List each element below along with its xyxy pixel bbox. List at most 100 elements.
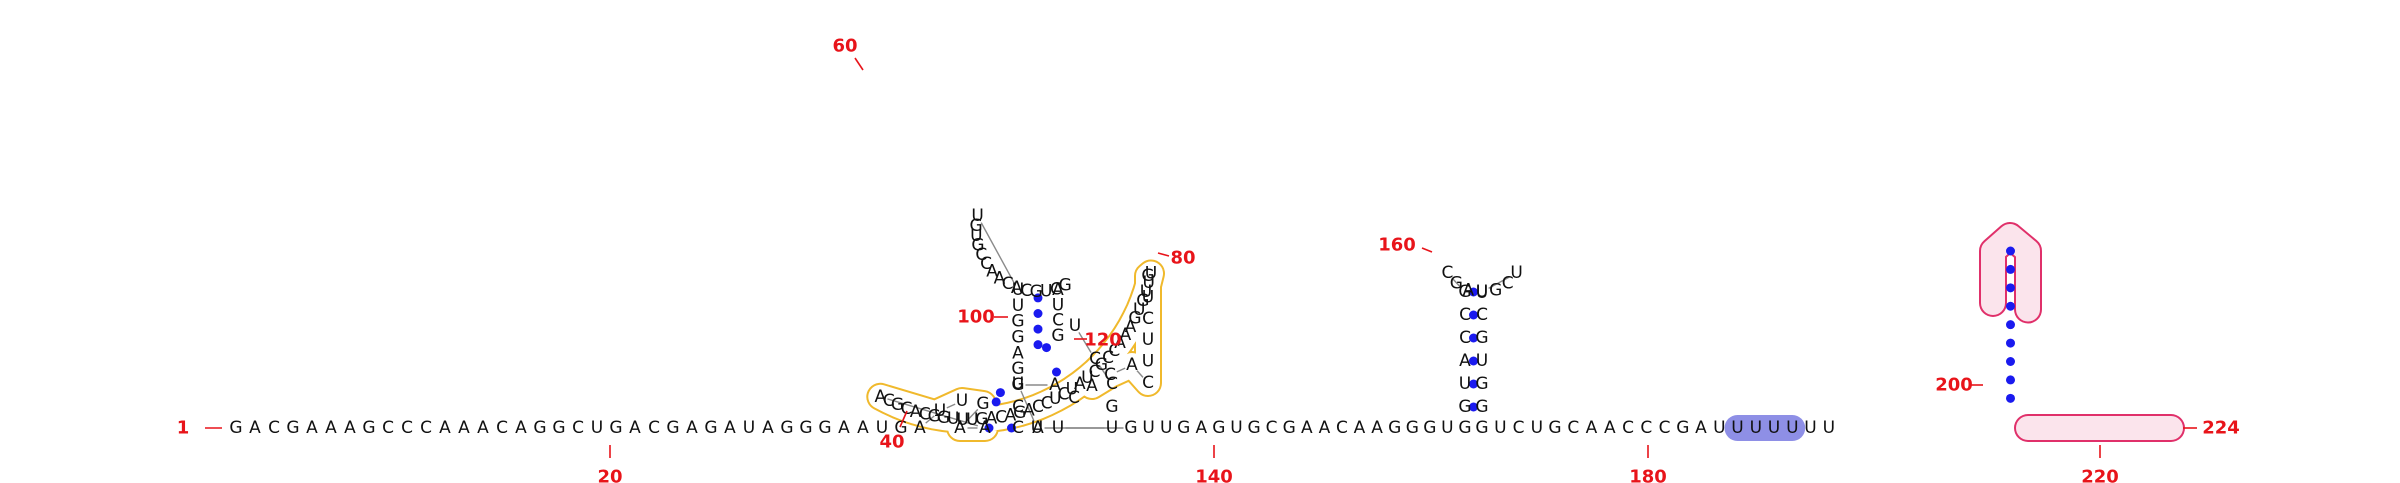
index-label: 20 bbox=[597, 467, 622, 483]
index-label: 1 bbox=[177, 418, 190, 439]
index-label: 200 bbox=[1935, 375, 1973, 396]
nucleotide: U bbox=[956, 410, 968, 430]
nucleotide: C bbox=[1052, 311, 1064, 331]
base-pair-dot bbox=[1469, 356, 1478, 366]
nucleotide: A bbox=[1586, 418, 1598, 438]
backbone-segment bbox=[925, 415, 935, 424]
nucleotide: U bbox=[1142, 418, 1154, 438]
base-pair-dot bbox=[2006, 375, 2015, 385]
nucleotide: G bbox=[1011, 328, 1024, 348]
nucleotide: C bbox=[1567, 418, 1579, 438]
nucleotide: A bbox=[1462, 281, 1474, 301]
nucleotide: C bbox=[1459, 328, 1471, 348]
nucleotide: G bbox=[666, 418, 679, 438]
backbone-segment bbox=[1136, 370, 1144, 378]
nucleotide: C bbox=[382, 418, 394, 438]
nucleotide: G bbox=[1423, 418, 1436, 438]
nucleotide: A bbox=[1005, 406, 1017, 426]
nucleotide: G bbox=[894, 418, 907, 438]
nucleotide: C bbox=[901, 399, 913, 419]
nucleotide: C bbox=[1266, 418, 1278, 438]
nucleotide: C bbox=[1502, 274, 1514, 294]
nucleotide: G bbox=[1212, 418, 1225, 438]
nucleotide: U bbox=[1040, 282, 1052, 302]
nucleotide: G bbox=[1011, 359, 1024, 379]
index-label: 180 bbox=[1629, 467, 1667, 483]
index-label: 140 bbox=[1195, 467, 1233, 483]
nucleotide: U bbox=[1510, 263, 1522, 283]
nucleotide: A bbox=[910, 402, 922, 422]
nucleotide: C bbox=[1089, 362, 1101, 382]
nucleotide: G bbox=[1059, 276, 1072, 296]
nucleotide: A bbox=[515, 418, 527, 438]
nucleotide: A bbox=[838, 418, 850, 438]
nucleotide: C bbox=[1041, 393, 1053, 413]
nucleotide: G bbox=[1030, 282, 1043, 302]
base-pair-dot bbox=[2006, 264, 2015, 274]
nucleotide: G bbox=[928, 407, 941, 427]
nucleotide: U bbox=[1731, 418, 1743, 438]
base-pair-dot bbox=[1042, 343, 1051, 353]
nucleotide: U bbox=[947, 409, 959, 429]
nucleotide: A bbox=[1114, 333, 1126, 353]
nucleotide: A bbox=[1125, 317, 1137, 337]
nucleotide: C bbox=[401, 418, 413, 438]
nucleotide: C bbox=[1106, 374, 1118, 394]
nucleotide: G bbox=[1475, 397, 1488, 417]
nucleotide: U bbox=[1049, 389, 1061, 409]
base-pair-dot bbox=[1007, 423, 1016, 433]
nucleotide: G bbox=[976, 394, 989, 414]
nucleotide: U bbox=[1160, 418, 1172, 438]
nucleotide: G bbox=[1388, 418, 1401, 438]
base-pair-dot bbox=[2006, 393, 2015, 403]
nucleotide: G bbox=[1051, 326, 1064, 346]
index-tick bbox=[1157, 252, 1170, 257]
nucleotide: C bbox=[1142, 309, 1154, 329]
highlight-region-pink-fill bbox=[1981, 224, 2183, 440]
nucleotide: G bbox=[1283, 418, 1296, 438]
nucleotide: G bbox=[1458, 418, 1471, 438]
nucleotide: C bbox=[420, 418, 432, 438]
nucleotide: U bbox=[876, 418, 888, 438]
nucleotide: C bbox=[1068, 388, 1080, 408]
nucleotide: U bbox=[1142, 330, 1154, 350]
nucleotide: G bbox=[1548, 418, 1561, 438]
nucleotide: U bbox=[1012, 296, 1024, 316]
backbone-segment bbox=[887, 398, 979, 427]
base-pair-dot bbox=[2006, 301, 2015, 311]
nucleotide: C bbox=[1476, 305, 1488, 325]
nucleotide: G bbox=[1676, 418, 1689, 438]
index-label: 60 bbox=[832, 36, 857, 57]
base-pair-dot bbox=[2006, 357, 2015, 366]
nucleotide: A bbox=[994, 269, 1006, 289]
nucleotide: U bbox=[966, 410, 978, 430]
base-pair-dot bbox=[1033, 324, 1043, 334]
backbone-segment bbox=[1488, 275, 1511, 290]
nucleotide: A bbox=[1120, 325, 1132, 345]
nucleotide: C bbox=[648, 418, 660, 438]
nucleotide: U bbox=[1476, 283, 1488, 303]
nucleotide: G bbox=[1406, 418, 1419, 438]
nucleotide: C bbox=[1002, 274, 1014, 294]
nucleotide: G bbox=[1128, 309, 1141, 329]
backbone-segment bbox=[946, 403, 956, 409]
base-pair-dot bbox=[1033, 293, 1043, 303]
index-tick bbox=[854, 57, 864, 71]
base-pair-dot bbox=[2006, 320, 2015, 330]
nucleotide: U bbox=[1069, 316, 1081, 336]
nucleotide: U bbox=[956, 391, 968, 411]
base-pair-dot bbox=[1033, 309, 1043, 318]
nucleotide: G bbox=[1124, 418, 1137, 438]
index-label: 120 bbox=[1084, 330, 1122, 351]
nucleotide: A bbox=[986, 409, 998, 429]
nucleotide: U bbox=[1230, 418, 1242, 438]
base-pair-dot bbox=[1469, 379, 1478, 389]
nucleotide: A bbox=[477, 418, 489, 438]
nucleotide: A bbox=[1319, 418, 1331, 438]
nucleotide: U bbox=[1012, 374, 1024, 394]
nucleotide: A bbox=[1049, 375, 1061, 395]
nucleotide: C bbox=[1459, 305, 1471, 325]
base-pair-layer bbox=[984, 246, 2015, 433]
nucleotide: U bbox=[591, 418, 603, 438]
